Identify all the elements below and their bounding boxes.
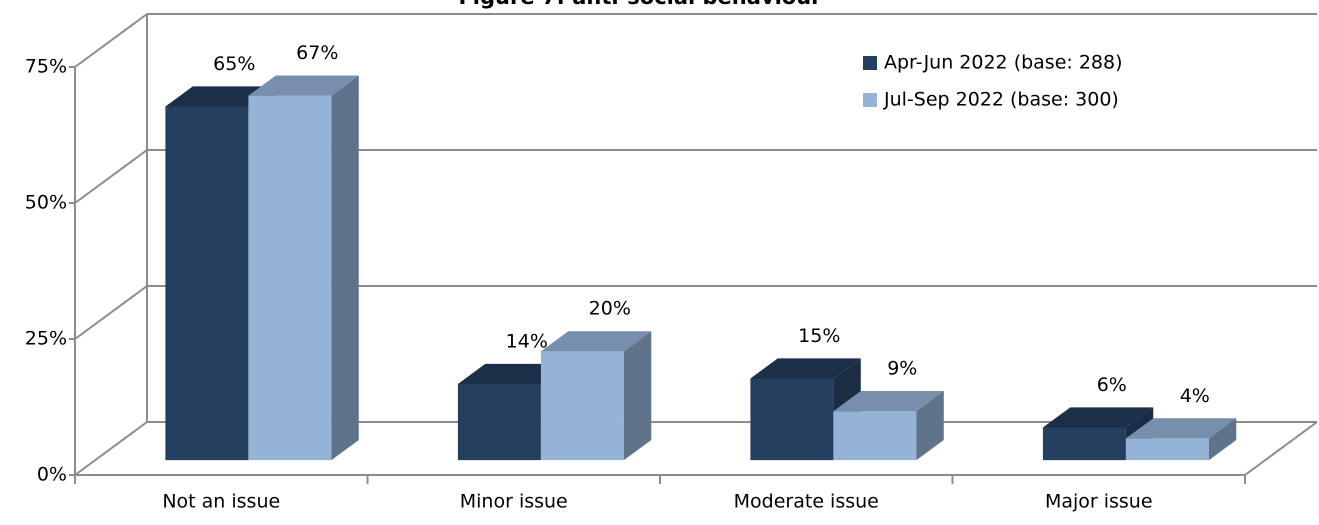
legend-swatch — [863, 56, 877, 70]
data-label: 20% — [589, 298, 631, 320]
legend-swatch — [863, 93, 877, 107]
bar-top — [540, 331, 652, 352]
bar-front — [165, 106, 249, 461]
x-tick-label: Moderate issue — [734, 491, 879, 513]
data-label: 65% — [213, 53, 255, 75]
legend-label: Apr-Jun 2022 (base: 288) — [884, 52, 1123, 74]
y-tick-label: 50% — [25, 192, 67, 214]
data-label: 14% — [506, 330, 548, 352]
bar — [1125, 418, 1237, 461]
bar-top — [750, 358, 861, 379]
bar-front — [248, 95, 332, 461]
bar — [540, 331, 652, 461]
y-tick-label: 25% — [25, 328, 67, 350]
side-grid-line — [74, 149, 148, 204]
bar-top — [1125, 418, 1237, 439]
side-grid-line — [74, 13, 148, 68]
y-tick-label: 0% — [37, 464, 67, 486]
floor-right — [1244, 421, 1318, 476]
bar-side — [623, 331, 652, 461]
side-grid-line — [74, 285, 148, 340]
bar — [248, 75, 359, 461]
data-label: 15% — [798, 325, 840, 347]
bar-front — [750, 378, 834, 461]
chart-title: Figure 7: anti-social behaviour — [458, 0, 822, 9]
bar-front — [1042, 427, 1126, 461]
side-grid-line — [74, 421, 148, 476]
bar-top — [833, 391, 944, 412]
y-tick-label: 75% — [25, 56, 67, 78]
bar-front — [1125, 438, 1209, 461]
bar-front — [833, 411, 917, 461]
data-label: 9% — [887, 358, 917, 380]
bar — [833, 391, 944, 461]
x-tick-label: Not an issue — [162, 491, 280, 513]
bar-top — [165, 86, 276, 107]
data-label: 4% — [1180, 385, 1210, 407]
bar-side — [916, 391, 944, 461]
bar-front — [457, 384, 541, 461]
bar-top — [248, 75, 359, 96]
bar-side — [1208, 418, 1237, 461]
legend-label: Jul-Sep 2022 (base: 300) — [883, 89, 1119, 111]
x-tick-label: Minor issue — [460, 491, 568, 513]
bar-top — [1042, 407, 1154, 428]
bar-front — [540, 351, 624, 461]
x-tick-label: Major issue — [1045, 491, 1153, 513]
bar-top — [457, 363, 569, 384]
bar-side — [331, 75, 359, 461]
data-label: 67% — [296, 42, 338, 64]
data-label: 6% — [1097, 374, 1127, 396]
